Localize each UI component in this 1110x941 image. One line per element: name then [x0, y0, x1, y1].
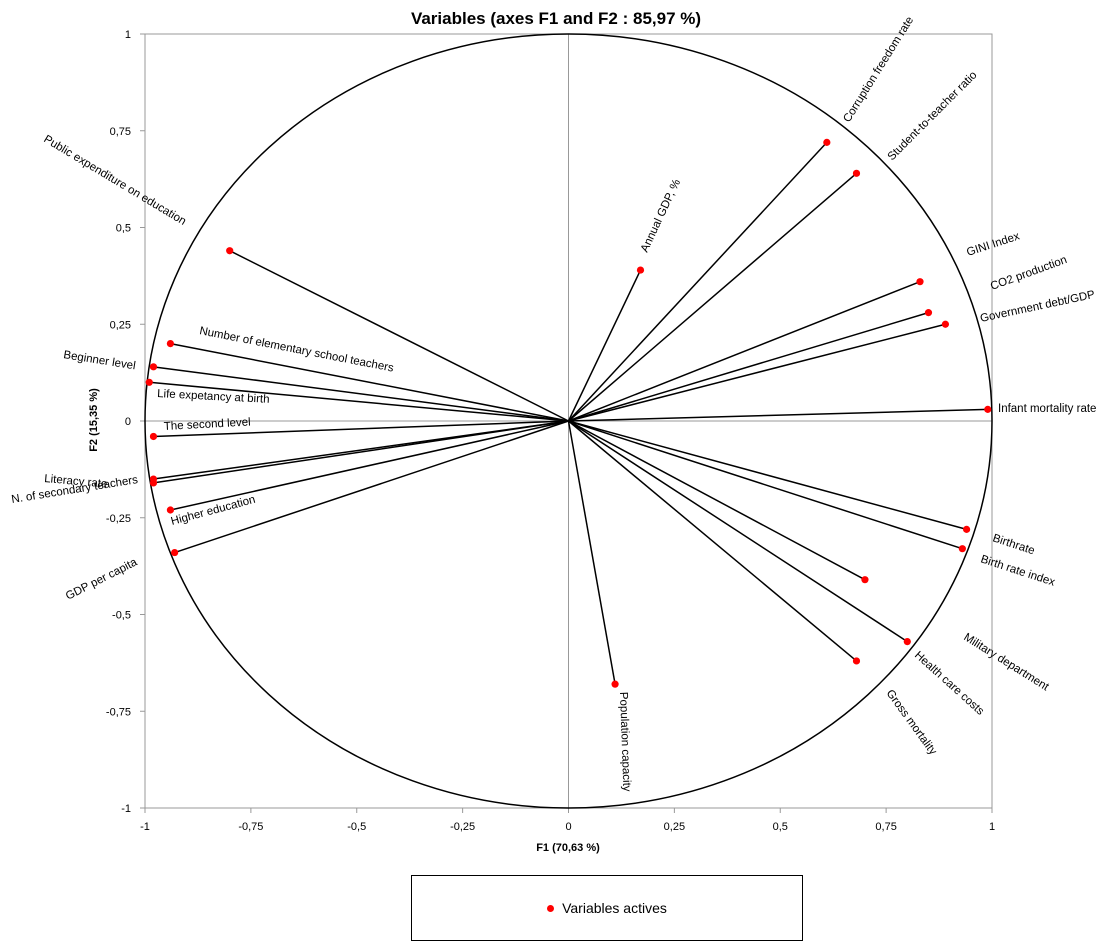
variable-label: Government debt/GDP: [979, 289, 1096, 325]
variable-label: Military department: [961, 631, 1051, 693]
variable-label: Beginner level: [63, 349, 137, 372]
variable-vector: [153, 420, 569, 484]
variable-point: [149, 363, 158, 371]
variable-point: [166, 506, 175, 514]
variable-label: GDP per capita: [64, 556, 140, 603]
variable-point: [171, 548, 179, 557]
x-tick-label: -0,75: [238, 821, 263, 833]
variable-label: Literacy rate: [44, 473, 108, 490]
correlation-circle-chart: Variables (axes F1 and F2 : 85,97 %) -1-…: [11, 9, 1097, 854]
x-tick-label: 0,5: [773, 821, 788, 833]
variable-vector: [568, 280, 921, 422]
variable-point: [611, 680, 619, 688]
variable-label: Birthrate: [991, 532, 1036, 557]
variable-vector: [567, 141, 828, 422]
chart-title: Variables (axes F1 and F2 : 85,97 %): [411, 9, 701, 28]
x-tick-label: 0: [565, 821, 571, 833]
x-tick-label: -1: [140, 821, 150, 833]
variable-label: Higher education: [170, 494, 257, 528]
variable-label: Gross mortality: [884, 688, 939, 758]
variable-label: Public expenditure on education: [41, 133, 187, 228]
x-tick-label: 1: [989, 821, 995, 833]
variable-vector: [567, 420, 616, 685]
variable-point: [166, 340, 175, 348]
variable-vector: [174, 420, 569, 554]
variable-label: Infant mortality rate: [998, 403, 1096, 415]
variable-point: [823, 138, 831, 146]
variable-vector: [229, 250, 569, 422]
variable-vector: [153, 420, 569, 438]
y-tick-label: 0: [125, 416, 131, 428]
variable-vector: [568, 408, 988, 422]
x-tick-label: 0,75: [875, 821, 896, 833]
variable-label: Corruption freedom rate: [841, 15, 916, 125]
variable-vector: [568, 172, 857, 422]
legend-marker: [547, 904, 555, 912]
variable-vector: [568, 420, 967, 531]
variable-point: [984, 405, 992, 413]
y-tick-label: -0,25: [106, 513, 131, 525]
y-tick-label: 1: [125, 29, 131, 41]
y-axis-title: F2 (15,35 %): [88, 388, 100, 452]
variable-label: Number of elementary school teachers: [198, 325, 394, 375]
variable-point: [924, 309, 933, 317]
variable-label: The second level: [164, 416, 251, 433]
variable-label: CO2 production: [989, 254, 1069, 293]
x-tick-label: -0,25: [450, 821, 475, 833]
x-tick-label: 0,25: [664, 821, 685, 833]
variable-point: [149, 432, 158, 441]
y-tick-label: -0,5: [112, 610, 131, 622]
variable-point: [962, 525, 971, 533]
variable-point: [226, 247, 234, 255]
variable-label: Health care costs: [912, 649, 986, 718]
variable-point: [149, 479, 158, 487]
x-tick-label: -0,5: [347, 821, 366, 833]
plot-area: -1 -0,75 -0,5 -0,25 0 0,25 0,5 0,75 1 1 0,75 0,5 0,2…: [11, 15, 1097, 833]
variable-vector: [568, 323, 946, 422]
y-tick-label: -1: [121, 803, 131, 815]
variable-point: [861, 576, 869, 584]
variable-vector: [170, 342, 569, 422]
variable-vector: [568, 420, 857, 662]
variable-vector: [170, 420, 569, 511]
legend-label: Variables actives: [562, 900, 667, 916]
variable-vector: [568, 420, 866, 581]
y-tick-label: -0,75: [106, 706, 131, 718]
y-tick-label: 0,75: [110, 126, 131, 138]
variable-label: Population capacity: [617, 692, 632, 792]
variable-point: [903, 637, 911, 646]
variable-point: [145, 378, 153, 386]
variable-vector: [568, 311, 929, 422]
variable-point: [636, 266, 645, 274]
variable-label: Student-to-teacher ratio: [886, 69, 980, 163]
variable-point: [852, 169, 861, 177]
variable-vector: [153, 366, 569, 422]
variable-point: [916, 278, 924, 286]
variable-point: [958, 545, 966, 553]
variable-label: Annual GDP, %: [639, 178, 683, 255]
variable-label: GINI Index: [965, 230, 1021, 258]
x-axis-title: F1 (70,63 %): [536, 842, 600, 854]
unit-circle: [144, 33, 993, 809]
variable-point: [852, 657, 861, 665]
variable-vector: [568, 420, 963, 550]
legend: Variables actives: [411, 875, 803, 941]
y-tick-label: 0,5: [116, 223, 131, 235]
variable-label: Birth rate index: [979, 553, 1057, 588]
variable-label: Life expetancy at birth: [157, 388, 270, 406]
variable-point: [941, 320, 950, 328]
variable-vector: [567, 269, 642, 422]
variable-vector: [149, 381, 569, 422]
y-tick-label: 0,25: [110, 319, 131, 331]
variable-vector: [568, 420, 908, 643]
